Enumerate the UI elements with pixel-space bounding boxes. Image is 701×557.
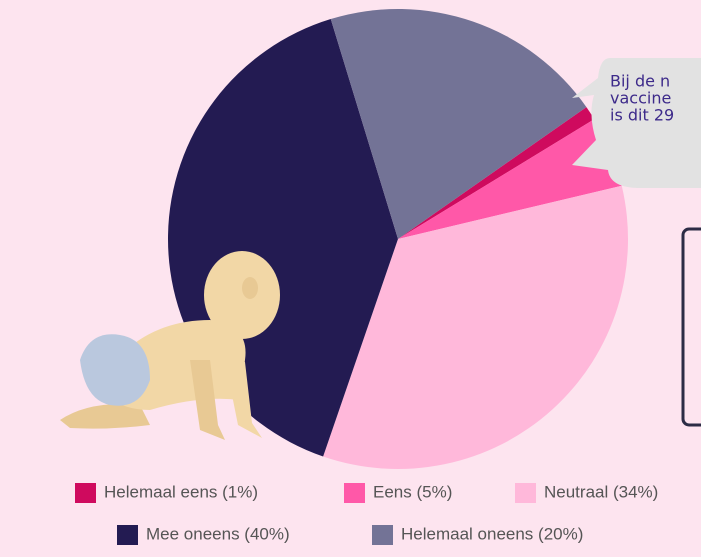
legend-swatch [75, 483, 96, 503]
legend-swatch [117, 525, 138, 545]
info-box [683, 229, 701, 425]
legend-label: Helemaal eens (1%) [104, 482, 258, 501]
legend-label: Eens (5%) [373, 482, 452, 501]
legend-swatch [515, 483, 536, 503]
legend-label: Neutraal (34%) [544, 482, 658, 501]
legend-label: Mee oneens (40%) [146, 524, 290, 543]
chart: Bij de n vaccine is dit 29 Helemaal eens… [0, 0, 701, 557]
page: {"chart_data": {"type": "pie", "categori… [0, 0, 701, 557]
legend: Helemaal eens (1%) Eens (5%) Neutraal (34%… [75, 482, 658, 545]
bubble-text: is dit 29 [610, 106, 674, 125]
legend-swatch [372, 525, 393, 545]
legend-label: Helemaal oneens (20%) [401, 524, 583, 543]
legend-swatch [344, 483, 365, 503]
